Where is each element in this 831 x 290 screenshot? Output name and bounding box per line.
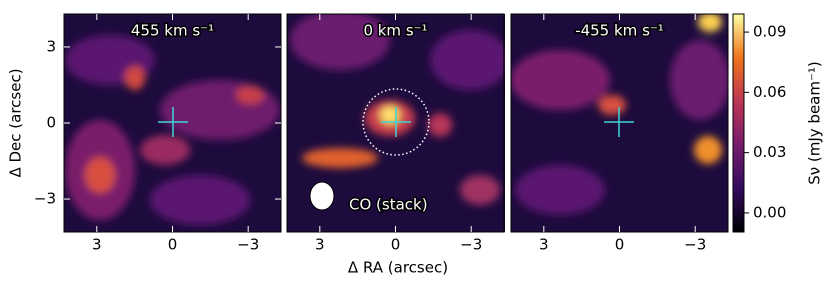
x-tick-label: 0: [168, 236, 178, 254]
x-tick-label: 3: [92, 236, 102, 254]
colorbar-tick-label: 0.03: [753, 143, 786, 161]
x-tick-label: −3: [684, 236, 706, 254]
panel-title: 455 km s⁻¹: [131, 22, 214, 40]
panel-image: [287, 14, 505, 232]
colorbar: [732, 13, 745, 233]
y-tick-label: 0: [46, 114, 56, 132]
panel-image: [64, 14, 281, 232]
y-tick-label: −3: [34, 190, 56, 208]
y-axis-label: Δ Dec (arcsec): [7, 68, 25, 177]
panel-title: 0 km s⁻¹: [363, 22, 427, 40]
colorbar-tick-label: 0.06: [753, 83, 786, 101]
y-tick-label: 3: [46, 37, 56, 55]
colorbar-label: Sν (mJy beam⁻¹): [806, 61, 824, 185]
annotation: CO (stack): [349, 196, 428, 214]
x-tick-label: 0: [391, 236, 401, 254]
colorbar-tick-label: 0.09: [753, 23, 786, 41]
panel-title: -455 km s⁻¹: [575, 22, 664, 40]
x-tick-label: 3: [539, 236, 549, 254]
x-tick-label: 3: [315, 236, 325, 254]
x-tick-label: −3: [460, 236, 482, 254]
panel-image: [511, 14, 728, 232]
x-tick-label: 0: [615, 236, 625, 254]
x-axis-label: Δ RA (arcsec): [348, 259, 448, 277]
colorbar-tick-label: 0.00: [753, 203, 786, 221]
x-tick-label: −3: [237, 236, 259, 254]
